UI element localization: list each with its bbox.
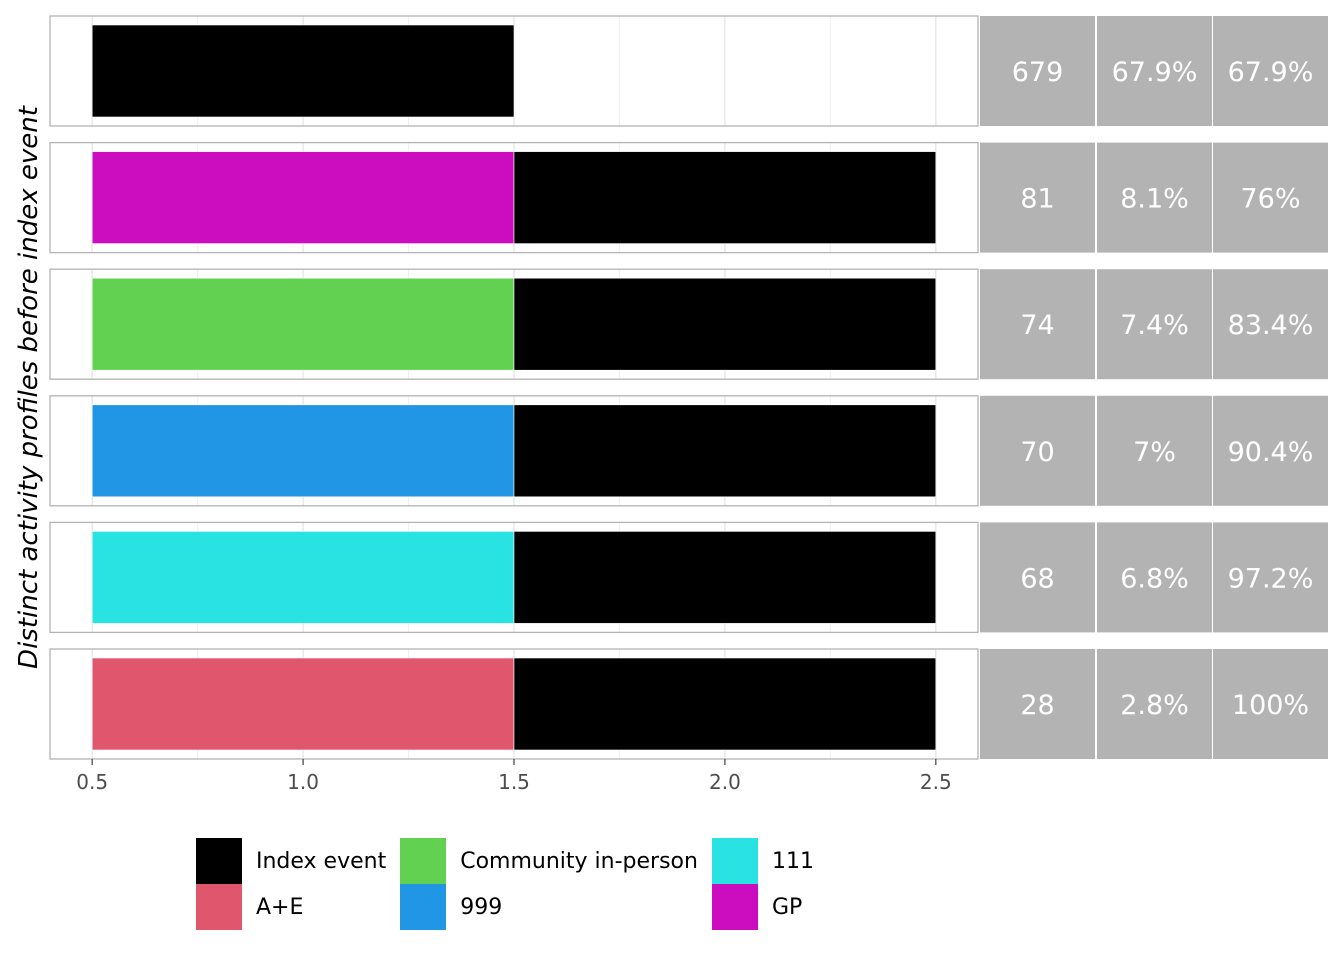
count-cell: 28	[1020, 690, 1054, 721]
cumulative-percent-cell-background	[1213, 522, 1328, 633]
legend-label: Index event	[256, 848, 387, 874]
x-tick-label: 1.5	[498, 770, 530, 794]
percent-cell: 8.1%	[1120, 184, 1189, 215]
x-tick-label: 0.5	[76, 770, 108, 794]
cumulative-percent-cell-background	[1213, 649, 1328, 759]
percent-cell-background	[1097, 142, 1212, 253]
count-cell-background	[980, 269, 1095, 380]
profile-row: 70 7% 90.4%	[49, 395, 1328, 507]
panel-border	[49, 15, 979, 127]
bar-segment	[513, 404, 937, 498]
count-cell: 70	[1020, 437, 1054, 468]
legend-key	[711, 884, 758, 930]
legend-item: A+E	[196, 884, 386, 930]
bar-segment	[91, 657, 515, 751]
bar-segment	[513, 657, 937, 751]
percent-cell: 67.9%	[1112, 57, 1198, 88]
bar-segment	[91, 277, 515, 371]
bar-segment	[91, 404, 515, 498]
bar-segment	[513, 531, 937, 624]
profile-row: 74 7.4% 83.4%	[49, 268, 1328, 380]
cumulative-percent-cell: 67.9%	[1228, 57, 1314, 88]
count-cell: 68	[1020, 563, 1054, 594]
y-axis-label: Distinct activity profiles before index …	[14, 105, 44, 669]
legend: Index event Community in-person 111 A+E 999 G…	[196, 838, 814, 930]
profile-row: 81 8.1% 76%	[49, 141, 1328, 254]
x-tick-label: 2.0	[709, 770, 741, 794]
count-cell-background	[980, 522, 1095, 633]
panel-border	[49, 268, 979, 380]
percent-cell: 6.8%	[1120, 563, 1189, 594]
legend-label: A+E	[256, 894, 304, 920]
percent-cell-background	[1097, 16, 1212, 126]
legend-item: GP	[711, 884, 814, 930]
percent-cell-background	[1097, 522, 1212, 633]
profile-row: 679 67.9% 67.9%	[49, 15, 1328, 127]
count-cell-background	[980, 395, 1095, 506]
bar-segment	[513, 151, 937, 244]
activity-profile-chart: 679 67.9% 67.9% 81 8.1% 76% 74 7.4% 83.4% 70 7% 90.…	[14, 15, 1328, 794]
panel-border	[49, 141, 979, 254]
count-cell-background	[980, 142, 1095, 253]
legend-label: 111	[771, 848, 814, 874]
legend-key	[400, 838, 447, 884]
count-cell: 679	[1012, 57, 1064, 88]
legend-label: Community in-person	[460, 848, 698, 874]
count-cell: 81	[1020, 184, 1054, 215]
legend-label: 999	[460, 894, 503, 920]
bar-segment	[91, 24, 515, 118]
percent-cell: 2.8%	[1120, 690, 1189, 721]
cumulative-percent-cell: 97.2%	[1228, 563, 1314, 594]
legend-key	[400, 884, 447, 930]
cumulative-percent-cell: 83.4%	[1228, 310, 1314, 341]
profile-row: 68 6.8% 97.2%	[49, 521, 1328, 634]
cumulative-percent-cell-background	[1213, 395, 1328, 506]
cumulative-percent-cell-background	[1213, 16, 1328, 126]
profile-row: 28 2.8% 100%	[49, 648, 1328, 760]
bar-segment	[91, 151, 515, 244]
count-cell-background	[980, 16, 1095, 126]
cumulative-percent-cell-background	[1213, 269, 1328, 380]
cumulative-percent-cell-background	[1213, 142, 1328, 253]
percent-cell-background	[1097, 395, 1212, 506]
panel-border	[49, 395, 979, 507]
count-cell: 74	[1020, 310, 1054, 341]
percent-cell: 7.4%	[1120, 310, 1189, 341]
x-tick-label: 1.0	[287, 770, 319, 794]
cumulative-percent-cell: 76%	[1240, 184, 1300, 215]
bar-segment	[91, 531, 515, 624]
percent-cell-background	[1097, 649, 1212, 759]
x-tick-label: 2.5	[920, 770, 952, 794]
legend-label: GP	[771, 894, 803, 920]
count-cell-background	[980, 649, 1095, 759]
legend-key	[711, 838, 758, 884]
percent-cell-background	[1097, 269, 1212, 380]
legend-key	[196, 884, 242, 930]
bar-segment	[513, 277, 937, 371]
legend-item: 111	[711, 838, 814, 884]
legend-item: Index event	[196, 838, 386, 884]
cumulative-percent-cell: 100%	[1232, 690, 1309, 721]
cumulative-percent-cell: 90.4%	[1228, 437, 1314, 468]
legend-key	[196, 838, 242, 884]
legend-item: Community in-person	[400, 838, 698, 884]
legend-item: 999	[400, 884, 698, 930]
panel-border	[49, 521, 979, 634]
percent-cell: 7%	[1133, 437, 1176, 468]
